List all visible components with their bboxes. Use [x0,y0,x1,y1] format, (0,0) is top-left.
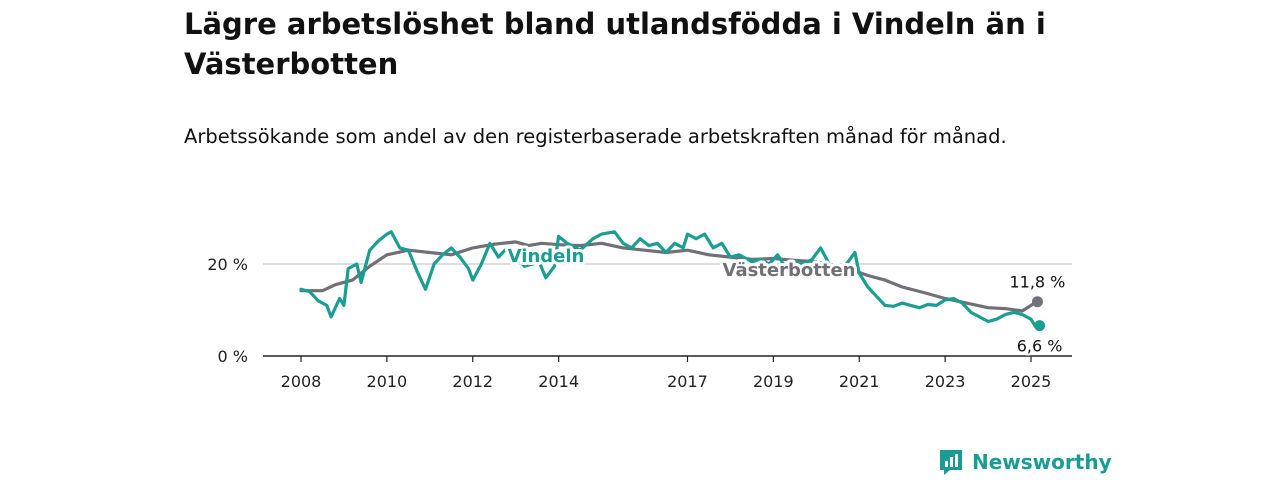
series-line-v-sterbotten [299,240,1039,313]
x-tick-label: 2012 [452,372,493,391]
brand-name: Newsworthy [972,450,1112,474]
chart-subtitle: Arbetssökande som andel av den registerb… [184,125,1007,148]
newsworthy-logo-icon [940,450,962,475]
x-tick-label: 2017 [667,372,708,391]
x-tick-label: 2010 [367,372,408,391]
x-tick-label: 2019 [753,372,794,391]
x-tick-label: 2008 [281,372,322,391]
series-label-vindeln: Vindeln [508,246,585,267]
y-tick-label: 20 % [207,255,248,274]
end-value-label: 6,6 % [1017,337,1063,356]
end-value-label: 11,8 % [1009,273,1065,292]
series-line-vindeln [299,230,1042,328]
x-tick-label: 2021 [839,372,880,391]
chart-title: Lägre arbetslöshet bland utlandsfödda i … [184,7,1046,81]
newsworthy-logo: Newsworthy [938,448,1112,476]
end-point-marker [1034,320,1046,332]
series-label-v-sterbotten: Västerbotten [723,260,856,281]
x-tick-label: 2023 [925,372,966,391]
x-tick-label: 2025 [1011,372,1052,391]
y-tick-label: 0 % [218,347,248,366]
end-point-marker [1031,296,1043,308]
x-tick-label: 2014 [538,372,579,391]
